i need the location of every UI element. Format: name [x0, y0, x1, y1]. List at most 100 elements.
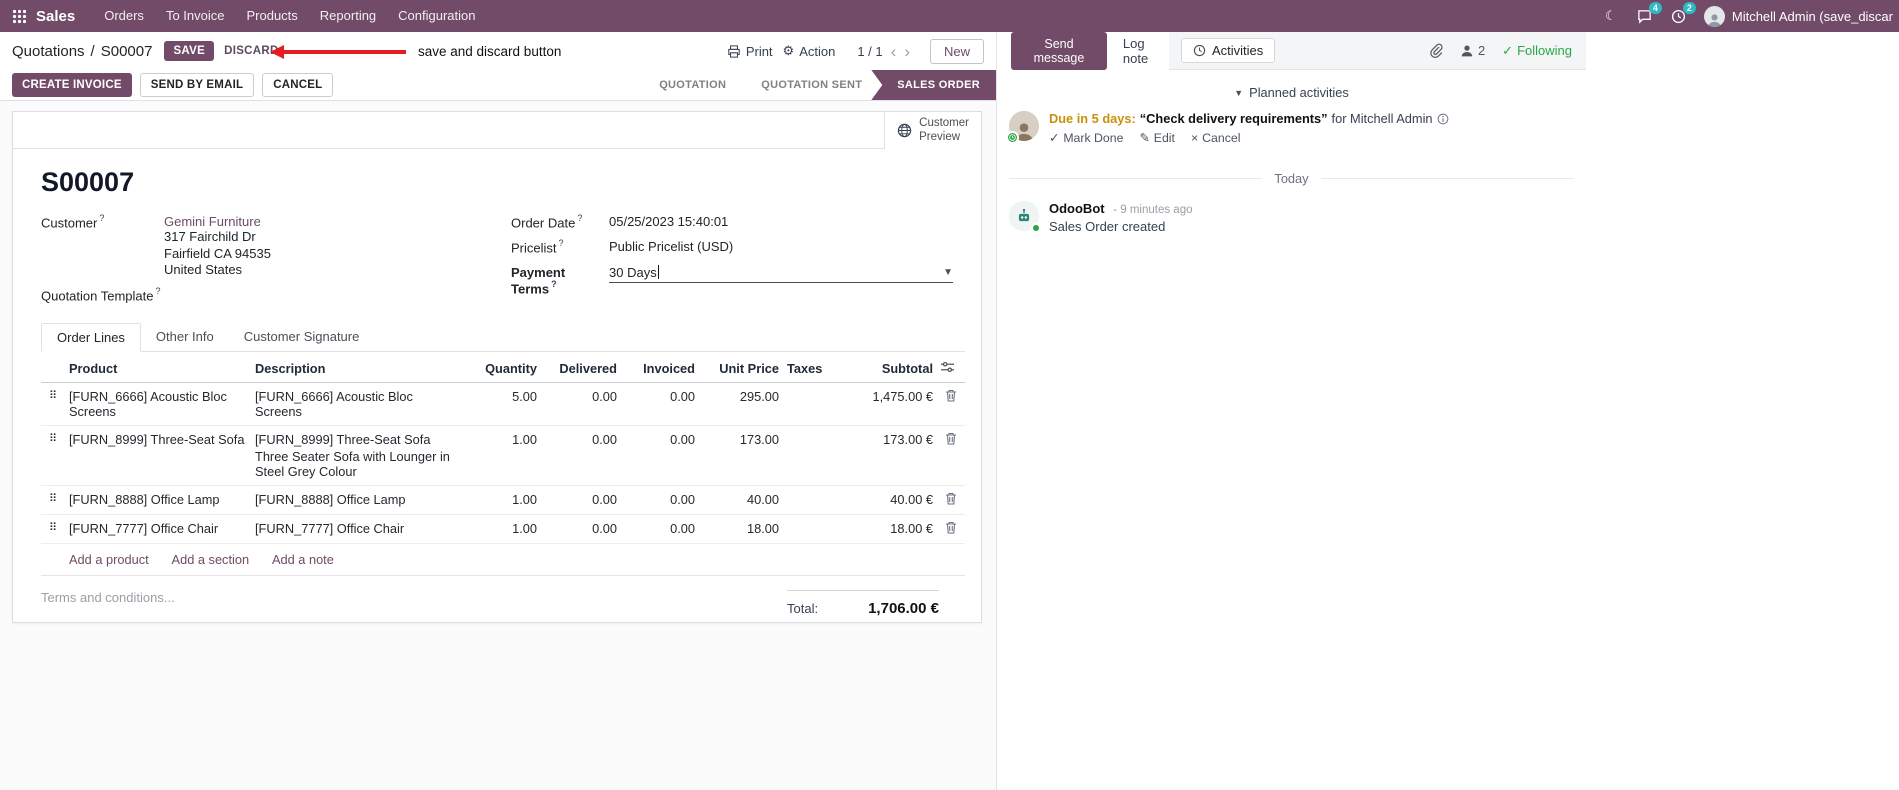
edit-activity-button[interactable]: ✎ Edit [1139, 131, 1175, 145]
user-menu[interactable]: Mitchell Admin (save_discar [1703, 5, 1893, 27]
drag-handle-icon[interactable]: ⠿ [41, 485, 65, 515]
cell-invoiced[interactable]: 0.00 [621, 425, 699, 486]
cancel-activity-button[interactable]: × Cancel [1190, 131, 1241, 145]
order-line-row[interactable]: ⠿ [FURN_8999] Three-Seat Sofa [FURN_8999… [41, 425, 965, 486]
action-button[interactable]: ⚙ Action [782, 43, 836, 59]
cell-invoiced[interactable]: 0.00 [621, 485, 699, 515]
tab-other-info[interactable]: Other Info [155, 328, 214, 344]
followers-button[interactable]: 2 [1460, 43, 1485, 58]
cell-description[interactable]: [FURN_7777] Office Chair [251, 514, 465, 544]
order-date-value[interactable]: 05/25/2023 15:40:01 [609, 214, 729, 229]
add-a-note-link[interactable]: Add a note [271, 551, 334, 567]
quantity-column-header[interactable]: Quantity [465, 353, 541, 383]
tab-order-lines[interactable]: Order Lines [41, 322, 141, 352]
new-button[interactable]: New [929, 38, 984, 64]
breadcrumb-quotations[interactable]: Quotations [12, 42, 85, 60]
customer-name-link[interactable]: Gemini Furniture [164, 214, 261, 229]
activities-clock-icon[interactable]: 2 [1670, 2, 1696, 25]
cell-delivered[interactable]: 0.00 [541, 382, 621, 426]
cell-description[interactable]: [FURN_8888] Office Lamp [251, 485, 465, 515]
pager-prev-icon[interactable]: ‹ [890, 41, 897, 61]
save-button[interactable]: SAVE [164, 41, 215, 61]
quotation-template-field[interactable] [161, 287, 511, 303]
cell-unit-price[interactable]: 18.00 [699, 514, 783, 544]
cell-description[interactable]: [FURN_8999] Three-Seat Sofa Three Seater… [251, 425, 465, 486]
cell-quantity[interactable]: 1.00 [465, 485, 541, 515]
activities-tab-button[interactable]: Activities [1181, 38, 1276, 63]
paperclip-icon[interactable] [1429, 43, 1443, 58]
cell-product[interactable]: [FURN_8888] Office Lamp [65, 485, 251, 515]
subtotal-column-header[interactable]: Subtotal [837, 353, 937, 383]
order-line-row[interactable]: ⠿ [FURN_7777] Office Chair [FURN_7777] O… [41, 514, 965, 544]
cell-description[interactable]: [FURN_6666] Acoustic Bloc Screens [251, 382, 465, 426]
menu-to-invoice[interactable]: To Invoice [165, 8, 225, 23]
cell-product[interactable]: [FURN_6666] Acoustic Bloc Screens [65, 382, 251, 426]
cell-taxes[interactable] [783, 425, 837, 486]
cell-product[interactable]: [FURN_8999] Three-Seat Sofa [65, 425, 251, 486]
payment-terms-input[interactable]: 30 Days ▼ [609, 265, 953, 283]
terms-and-conditions-placeholder[interactable]: Terms and conditions... [41, 589, 175, 605]
apps-grid-icon[interactable] [10, 7, 28, 25]
cell-taxes[interactable] [783, 382, 837, 426]
add-a-section-link[interactable]: Add a section [171, 551, 250, 567]
order-line-row[interactable]: ⠿ [FURN_6666] Acoustic Bloc Screens [FUR… [41, 382, 965, 426]
print-button[interactable]: Print [727, 44, 773, 59]
description-column-header[interactable]: Description [251, 353, 465, 383]
cell-delivered[interactable]: 0.00 [541, 514, 621, 544]
app-name[interactable]: Sales [36, 7, 76, 25]
cell-invoiced[interactable]: 0.00 [621, 514, 699, 544]
cell-unit-price[interactable]: 173.00 [699, 425, 783, 486]
send-by-email-button[interactable]: SEND BY EMAIL [139, 73, 255, 97]
log-note-button[interactable]: Log note [1122, 36, 1149, 66]
menu-reporting[interactable]: Reporting [319, 8, 377, 23]
column-settings-icon[interactable] [937, 353, 965, 383]
cell-unit-price[interactable]: 40.00 [699, 485, 783, 515]
drag-handle-icon[interactable]: ⠿ [41, 514, 65, 544]
cell-taxes[interactable] [783, 514, 837, 544]
taxes-column-header[interactable]: Taxes [783, 353, 837, 383]
cell-invoiced[interactable]: 0.00 [621, 382, 699, 426]
cell-product[interactable]: [FURN_7777] Office Chair [65, 514, 251, 544]
cell-delivered[interactable]: 0.00 [541, 485, 621, 515]
cell-delivered[interactable]: 0.00 [541, 425, 621, 486]
cell-unit-price[interactable]: 295.00 [699, 382, 783, 426]
product-column-header[interactable]: Product [65, 353, 251, 383]
delete-row-icon[interactable] [937, 425, 965, 486]
invoiced-column-header[interactable]: Invoiced [621, 353, 699, 383]
delete-row-icon[interactable] [937, 485, 965, 515]
discard-button[interactable]: DISCARD [224, 45, 279, 57]
delete-row-icon[interactable] [937, 382, 965, 426]
customer-preview-button[interactable]: Customer Preview [884, 112, 981, 149]
send-message-button[interactable]: Send message [1011, 32, 1107, 70]
cell-taxes[interactable] [783, 485, 837, 515]
status-step-quotation-sent[interactable]: QUOTATION SENT [735, 70, 882, 100]
order-line-row[interactable]: ⠿ [FURN_8888] Office Lamp [FURN_8888] Of… [41, 485, 965, 515]
unit-price-column-header[interactable]: Unit Price [699, 353, 783, 383]
status-step-sales-order[interactable]: SALES ORDER [871, 70, 996, 100]
menu-configuration[interactable]: Configuration [398, 8, 476, 23]
pager-next-icon[interactable]: › [904, 41, 910, 61]
delete-row-icon[interactable] [937, 514, 965, 544]
messages-icon[interactable]: 4 [1636, 2, 1662, 25]
pricelist-value[interactable]: Public Pricelist (USD) [609, 239, 734, 255]
drag-handle-icon[interactable]: ⠿ [41, 425, 65, 486]
info-icon[interactable] [1437, 111, 1449, 126]
dark-mode-moon-icon[interactable]: ☾ [1605, 8, 1617, 23]
menu-orders[interactable]: Orders [104, 8, 144, 23]
message-author[interactable]: OdooBot [1049, 201, 1105, 216]
create-invoice-button[interactable]: CREATE INVOICE [12, 73, 132, 97]
tab-customer-signature[interactable]: Customer Signature [243, 328, 360, 344]
planned-activities-header[interactable]: ▼ Planned activities [1234, 85, 1349, 100]
drag-handle-icon[interactable]: ⠿ [41, 382, 65, 426]
delivered-column-header[interactable]: Delivered [541, 353, 621, 383]
mark-done-button[interactable]: ✓ Mark Done [1049, 131, 1124, 145]
menu-products[interactable]: Products [246, 8, 298, 23]
add-a-product-link[interactable]: Add a product [69, 551, 149, 567]
cell-quantity[interactable]: 1.00 [465, 514, 541, 544]
status-step-quotation[interactable]: QUOTATION [645, 70, 746, 100]
cell-quantity[interactable]: 1.00 [465, 425, 541, 486]
dropdown-caret-icon[interactable]: ▼ [943, 266, 953, 278]
following-button[interactable]: ✓ Following [1502, 42, 1572, 59]
cell-quantity[interactable]: 5.00 [465, 382, 541, 426]
cancel-order-button[interactable]: CANCEL [262, 73, 334, 97]
